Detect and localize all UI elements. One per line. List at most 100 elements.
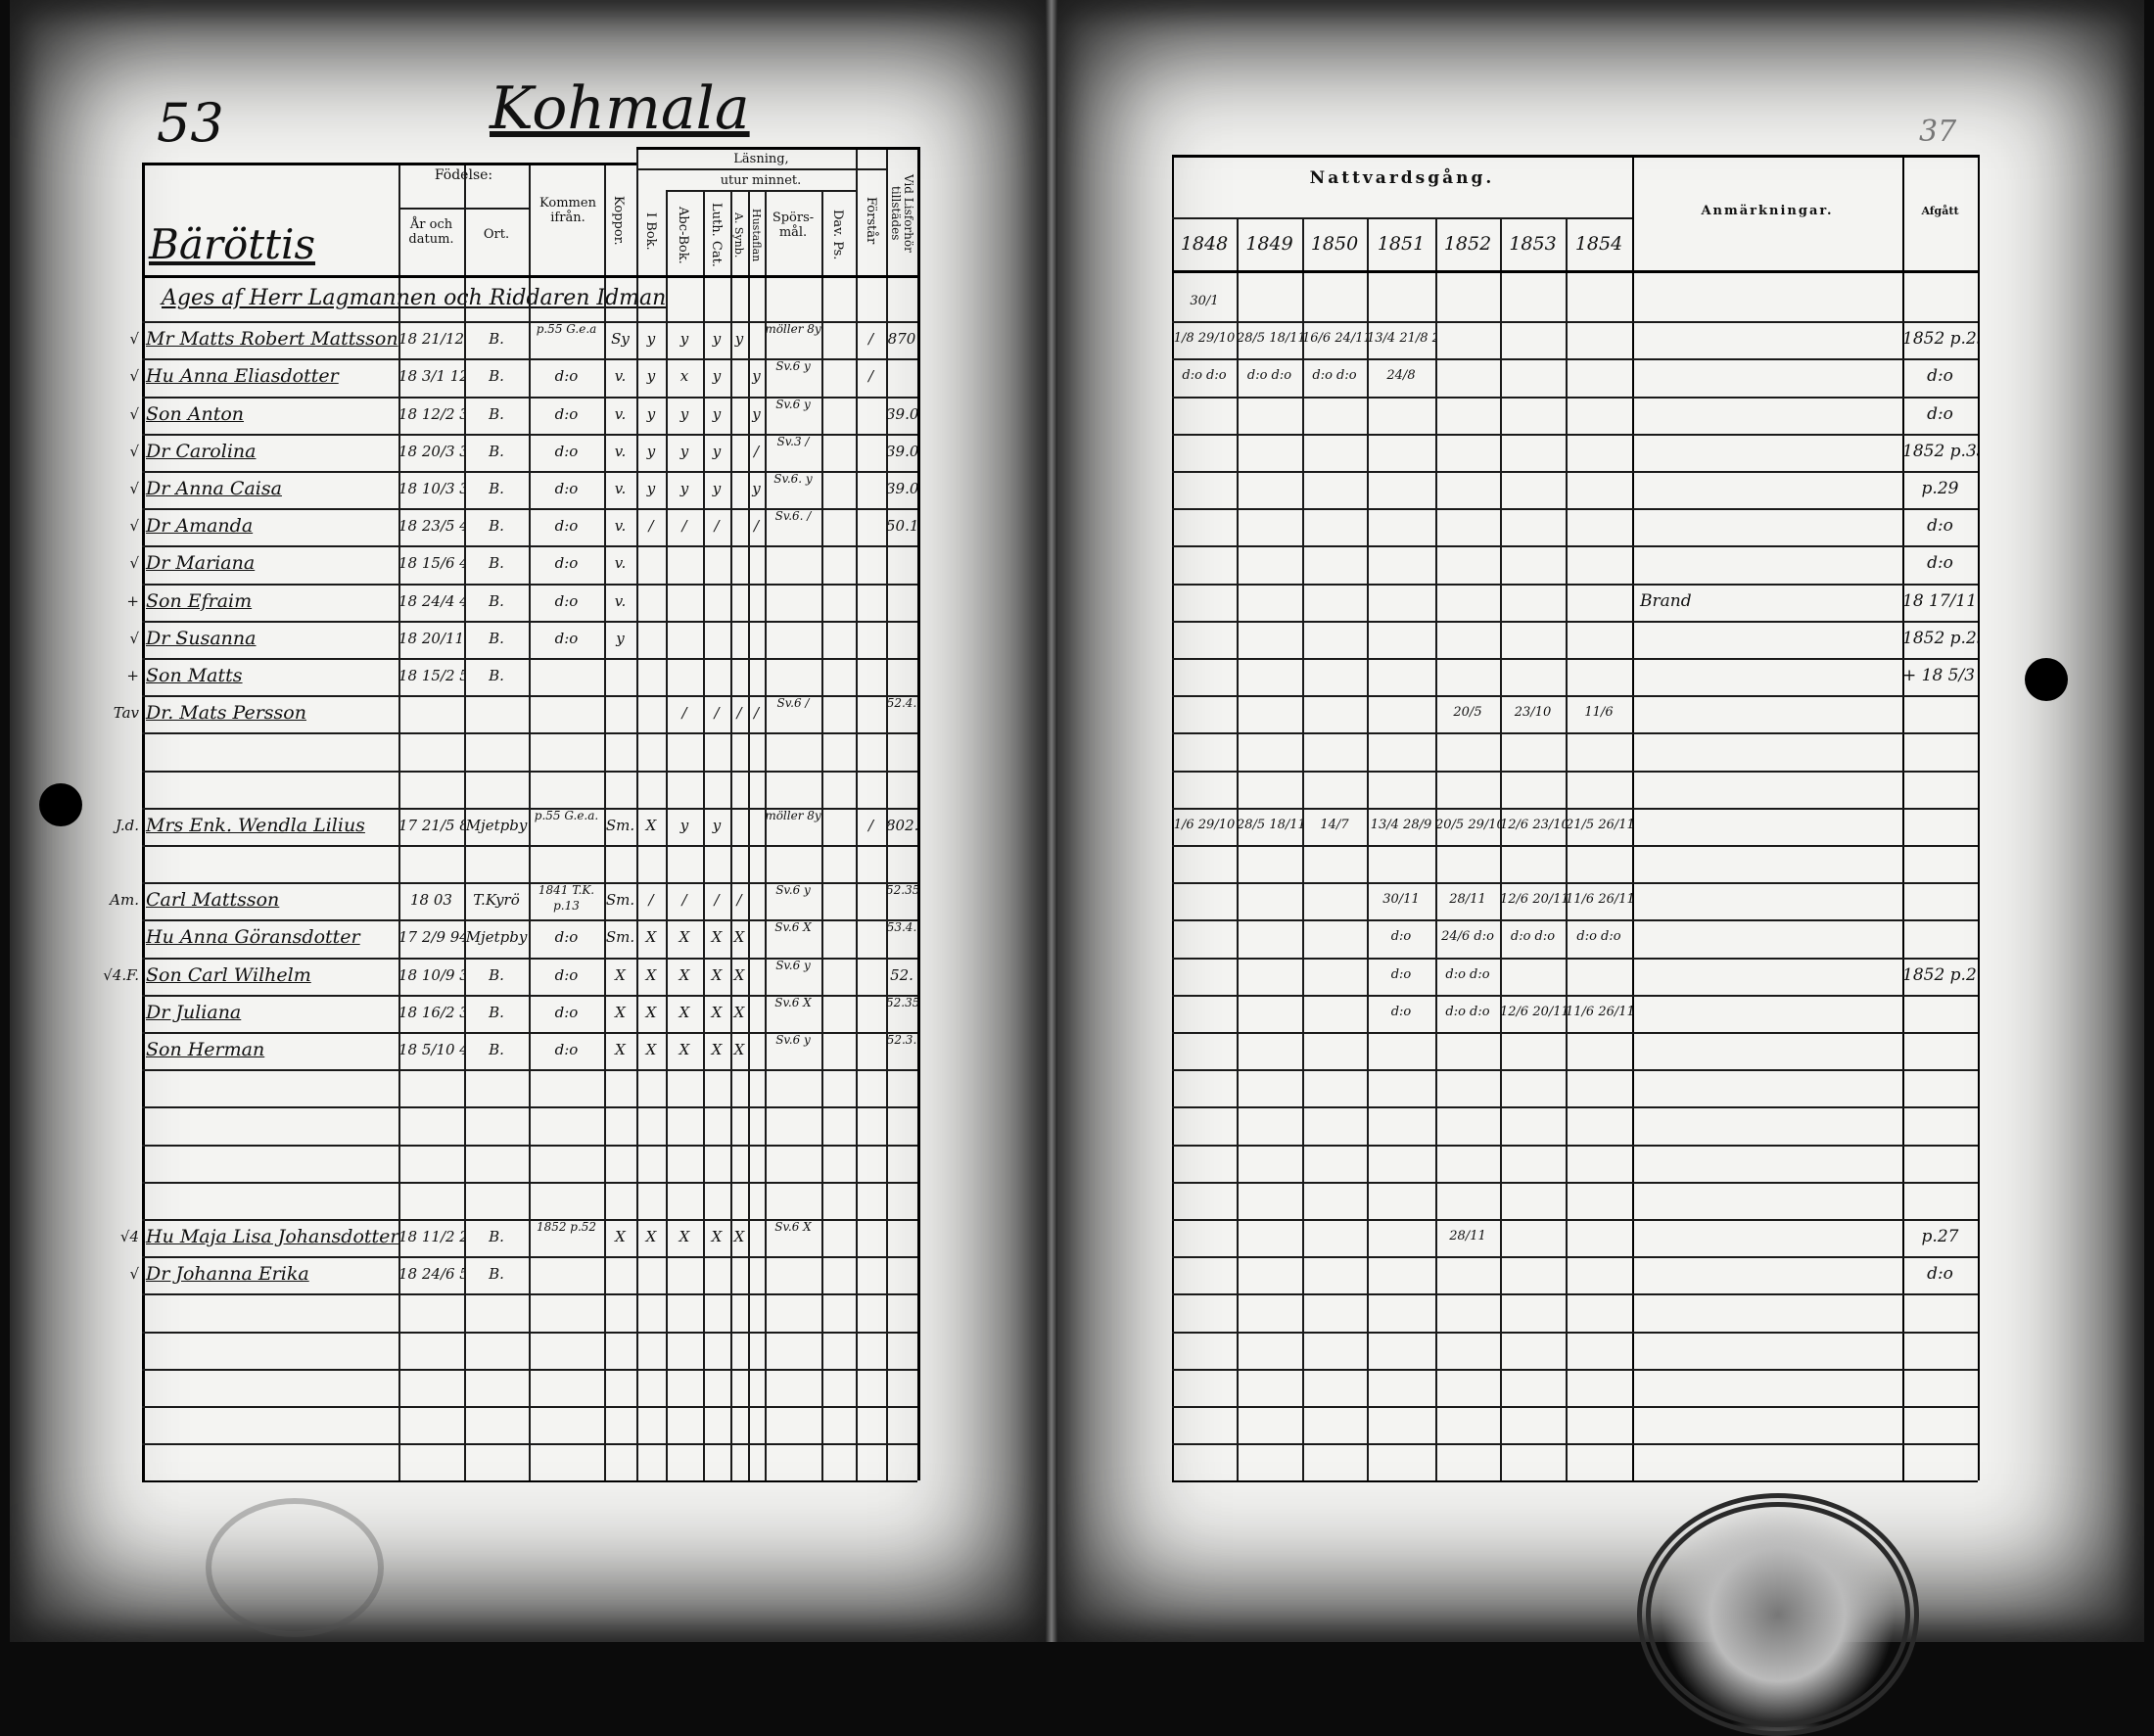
header-fodelse: Födelse: — [398, 168, 529, 183]
reading-luth-cat: X — [711, 1041, 723, 1058]
reading-luth-cat: y — [712, 367, 722, 385]
column-divider — [666, 192, 668, 1481]
reading-abc-bok: y — [679, 480, 689, 497]
header-subdivider — [666, 190, 856, 192]
departure-note: d:o — [1927, 1264, 1953, 1284]
catechetical-attendance: 870 — [887, 330, 916, 348]
reading-sporsmal: Sv.6. y — [773, 472, 813, 486]
person-name: Dr Amanda — [146, 515, 254, 537]
header-nattvardsgang: Nattvardsgång. — [1309, 168, 1495, 188]
row-rule — [142, 1069, 917, 1071]
person-name: Mr Matts Robert Mattsson — [146, 328, 398, 350]
column-divider — [464, 163, 466, 1481]
row-rule — [1172, 545, 1978, 547]
row-rule — [1172, 1332, 1978, 1334]
row-rule — [1172, 1406, 1978, 1408]
communion-dates: d:o — [1390, 967, 1412, 982]
column-divider — [765, 192, 767, 1481]
header-subdivider — [636, 168, 886, 170]
communion-dates: 28/5 18/11 — [1237, 818, 1302, 832]
column-divider — [1367, 217, 1369, 1481]
reading-abc-bok: X — [679, 966, 690, 984]
margin-note: √ — [129, 367, 139, 385]
remark: Brand — [1640, 591, 1692, 611]
reading-abc-bok: x — [679, 367, 689, 385]
village-title: Kohmala — [490, 74, 750, 143]
smallpox: X — [615, 1041, 626, 1058]
birth-date: 18 15/2 50 — [398, 667, 464, 684]
departure-note: 1852 p.29 — [1902, 629, 1978, 648]
reading-abc-bok: X — [679, 1228, 690, 1245]
understanding: / — [867, 817, 874, 834]
page-number-left: 53 — [157, 92, 224, 154]
departure-note: p.27 — [1921, 1227, 1959, 1246]
catechetical-attendance: 50.1 — [886, 517, 917, 535]
communion-dates: d:o d:o — [1312, 368, 1357, 383]
reading-abc-bok: y — [679, 443, 689, 460]
row-rule — [142, 358, 917, 360]
column-divider — [142, 163, 145, 1481]
reading-sporsmal: Sv.6 y — [775, 1033, 811, 1047]
reading-sporsmal: möller 8y — [765, 809, 821, 822]
reading-abc-bok: / — [681, 704, 687, 722]
reading-sporsmal: Sv.6. / — [774, 509, 812, 523]
column-divider — [1302, 217, 1304, 1481]
departure-note: 1852 p.27 — [1902, 965, 1978, 985]
person-name: Dr Mariana — [146, 552, 256, 574]
birth-place: B. — [489, 1265, 504, 1283]
row-rule — [142, 321, 917, 323]
catechetical-attendance: 802. — [886, 817, 917, 834]
communion-dates: 11/6 — [1584, 705, 1614, 720]
birth-place: B. — [489, 517, 504, 535]
header-i-bok: I Bok. — [643, 211, 658, 251]
reading-abc-bok: y — [679, 817, 689, 834]
reading-hustaflan: / — [753, 443, 760, 460]
column-divider — [856, 147, 858, 1481]
birth-place: B. — [489, 592, 504, 610]
birth-place: B. — [489, 1004, 504, 1021]
row-rule — [1172, 1106, 1978, 1108]
birth-place: B. — [489, 966, 504, 984]
reading-i-bok: X — [645, 966, 657, 984]
row-rule — [1172, 471, 1978, 473]
communion-dates: 1/6 29/10 — [1173, 818, 1236, 832]
column-divider — [1172, 155, 1174, 1481]
row-rule — [142, 1145, 917, 1147]
birth-place: B. — [489, 667, 504, 684]
row-rule — [1172, 358, 1978, 360]
reading-i-bok: / — [648, 517, 654, 535]
smallpox: v. — [614, 554, 627, 572]
departure-note: d:o — [1927, 404, 1953, 424]
column-divider — [703, 192, 705, 1481]
moved-from: d:o — [554, 405, 579, 423]
row-rule — [142, 1106, 917, 1108]
birth-place: Mjetpby — [465, 817, 528, 834]
birth-date: 18 12/2 36 — [398, 405, 464, 423]
departure-note: + 18 5/3 51 — [1902, 666, 1978, 685]
binding-tab-left — [39, 783, 82, 826]
row-rule — [142, 1443, 917, 1445]
binding-tab-right — [2025, 658, 2068, 701]
reading-hustaflan: y — [752, 367, 761, 385]
row-rule — [142, 958, 917, 960]
reading-i-bok: y — [646, 330, 656, 348]
row-rule — [1172, 1369, 1978, 1371]
header-year: 1851 — [1377, 233, 1426, 255]
moved-from: d:o — [554, 630, 579, 647]
margin-note: + — [126, 667, 139, 684]
birth-date: 18 15/6 43 — [398, 554, 464, 572]
reading-luth-cat: y — [712, 330, 722, 348]
departure-note: 18 17/11 49 — [1902, 591, 1978, 611]
person-name: Dr Johanna Erika — [146, 1263, 309, 1285]
header-afgatt: Afgått — [1921, 205, 1959, 217]
person-name: Dr. Mats Persson — [146, 702, 306, 724]
row-rule — [142, 584, 917, 586]
reading-luth-cat: / — [714, 704, 720, 722]
column-divider — [1902, 155, 1904, 1481]
row-rule — [142, 471, 917, 473]
smallpox: Sm. — [605, 817, 635, 834]
person-name: Mrs Enk. Wendla Lilius — [146, 815, 365, 836]
row-rule — [142, 995, 917, 997]
moved-from: p.55 G.e.a — [536, 322, 597, 336]
reading-luth-cat: y — [712, 480, 722, 497]
